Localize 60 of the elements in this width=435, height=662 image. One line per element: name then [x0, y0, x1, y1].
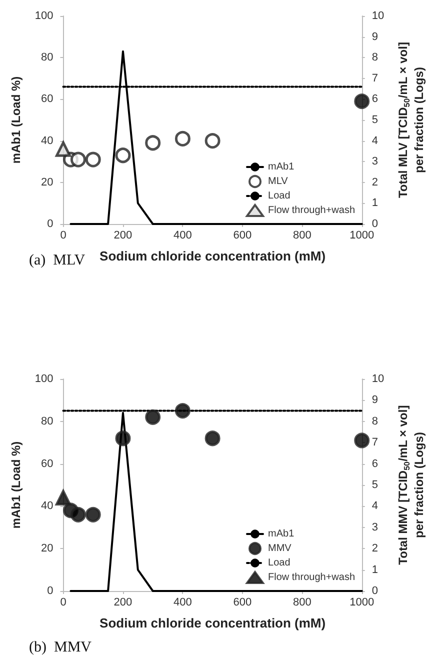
y2-tick-label: 1 — [372, 197, 378, 210]
y-axis-title: mAb1 (Load %) — [9, 441, 23, 529]
text: (a) MLV — [29, 252, 86, 268]
y2-tick-label: 6 — [372, 93, 378, 106]
y2-tick-label: 0 — [372, 585, 378, 597]
y-tick-label: 80 — [41, 52, 54, 64]
y2-tick-label: 3 — [372, 521, 378, 534]
y2-tick-label: 8 — [372, 415, 378, 428]
y2-tick-label: 7 — [372, 72, 378, 84]
y2-tick-label: 4 — [372, 500, 378, 512]
text: (b) MMV — [29, 640, 92, 656]
y-tick-label: 0 — [47, 218, 54, 230]
y2-tick-label: 10 — [372, 10, 384, 22]
x-tick-label: 0 — [60, 596, 66, 608]
y-tick-label: 20 — [41, 176, 54, 188]
y-tick-label: 100 — [34, 10, 54, 22]
y-tick-label: 0 — [47, 585, 54, 597]
x-tick-label: 400 — [174, 596, 192, 608]
y2-tick-label: 6 — [372, 458, 378, 470]
x-tick-label: 1000 — [350, 596, 374, 608]
legend-label: Flow through+wash — [268, 572, 356, 583]
x-tick-label: 600 — [233, 230, 252, 242]
y-tick-label: 40 — [41, 500, 54, 512]
y-axis-title: mAb1 (Load %) — [9, 76, 23, 164]
y2-tick-label: 2 — [372, 542, 378, 555]
x-axis-title: Sodium chloride concentration (mM) — [100, 248, 326, 264]
y-tick-label: 80 — [41, 415, 54, 428]
y-tick-label: 20 — [41, 542, 54, 555]
legend-label: MMV — [268, 543, 292, 554]
x-tick-label: 800 — [292, 596, 312, 608]
y2-tick-label: 2 — [372, 176, 378, 188]
y2-tick-label: 7 — [372, 436, 378, 449]
y-tick-label: 60 — [41, 93, 54, 106]
x-tick-label: 400 — [174, 230, 192, 242]
y-tick-label: 40 — [41, 134, 54, 147]
x-axis-title: Sodium chloride concentration (mM) — [100, 616, 326, 630]
y2-tick-label: 5 — [372, 479, 378, 491]
y2-tick-label: 10 — [372, 373, 384, 385]
x-tick-label: 1000 — [350, 230, 374, 242]
x-tick-label: 800 — [292, 230, 312, 242]
legend-label: mAb1 — [268, 528, 295, 540]
legend-label: MLV — [268, 176, 288, 187]
legend-label: Load — [268, 190, 290, 202]
y2-tick-label: 9 — [372, 30, 378, 43]
y2-tick-label: 4 — [372, 134, 378, 147]
y-tick-label: 100 — [34, 373, 54, 385]
x-tick-label: 200 — [114, 596, 132, 608]
y2-tick-label: 5 — [372, 114, 378, 126]
y-tick-label: 60 — [41, 458, 54, 470]
x-tick-label: 0 — [60, 230, 66, 242]
x-tick-label: 200 — [114, 230, 132, 242]
x-tick-label: 600 — [233, 596, 252, 608]
y2-tick-label: 0 — [372, 218, 378, 230]
y2-tick-label: 3 — [372, 156, 378, 168]
y2-tick-label: 9 — [372, 394, 378, 406]
y2-tick-label: 1 — [372, 564, 378, 576]
legend-label: mAb1 — [268, 162, 295, 172]
legend-label: Load — [268, 558, 290, 568]
y2-tick-label: 8 — [372, 52, 378, 64]
legend-label: Flow through+wash — [268, 205, 356, 216]
